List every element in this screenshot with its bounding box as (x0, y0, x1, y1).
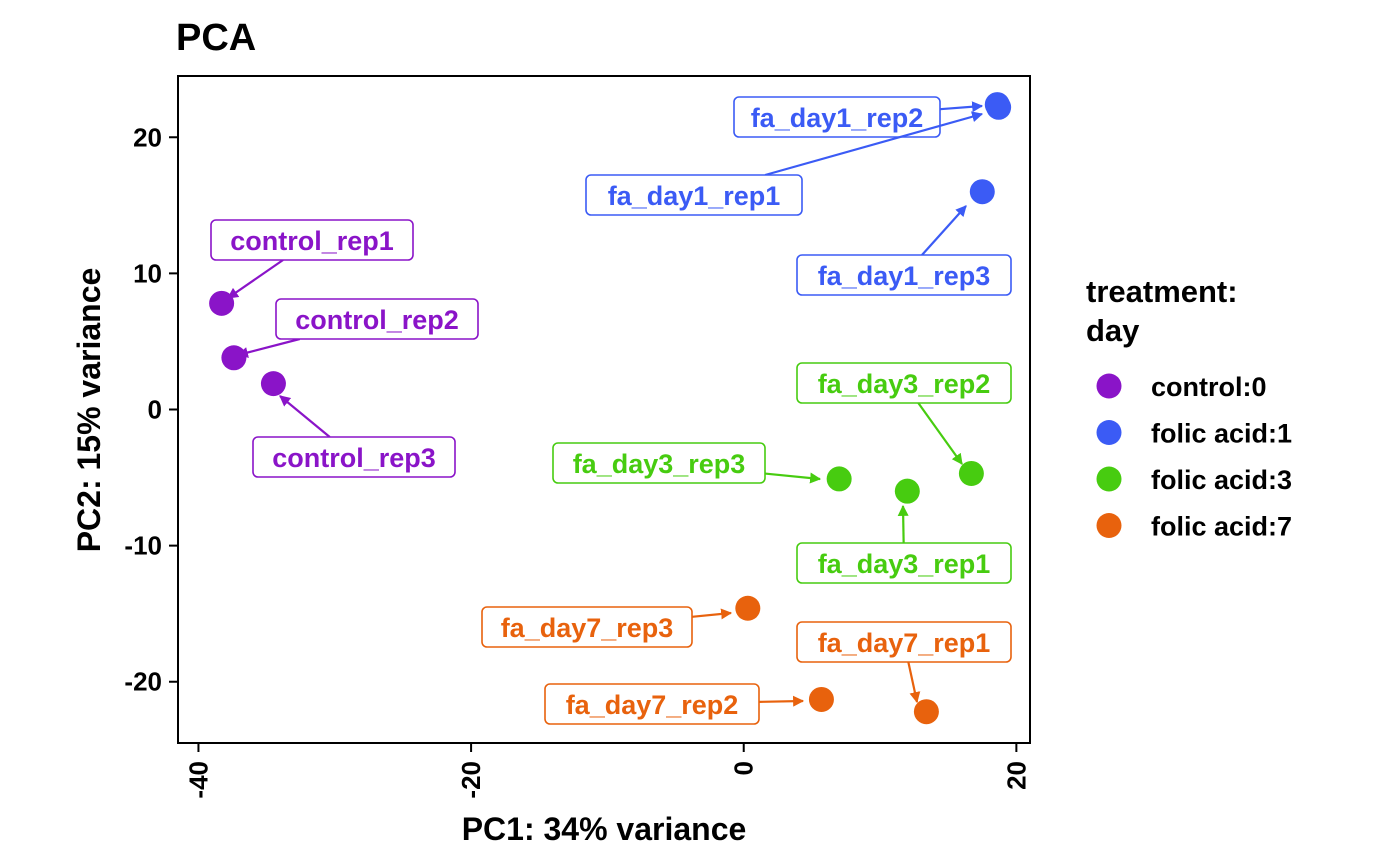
data-point (826, 466, 852, 492)
label-box (733, 96, 941, 138)
y-tick-label: -10 (124, 531, 162, 561)
label-arrow (758, 695, 805, 707)
y-tick-label: 10 (133, 258, 162, 288)
data-point (735, 595, 761, 621)
legend-label: control:0 (1151, 372, 1267, 402)
y-axis-title: PC2: 15% variance (71, 268, 107, 553)
point-label: fa_day7_rep2 (566, 690, 739, 720)
legend-title-line-1: treatment: (1086, 274, 1238, 309)
point-label: fa_day3_rep3 (573, 449, 746, 479)
data-point (986, 94, 1012, 120)
data-point (221, 345, 247, 371)
point-label: fa_day7_rep3 (501, 613, 674, 643)
legend-swatch (1096, 373, 1122, 399)
data-point (209, 290, 235, 316)
label-box (585, 174, 803, 216)
label-box (481, 606, 693, 648)
label-callouts: control_rep1 control_rep2 control_rep3 fa_d… (210, 96, 1012, 725)
y-tick-label: -20 (124, 667, 162, 697)
point-label: fa_day7_rep1 (818, 628, 991, 658)
data-point (808, 686, 834, 712)
point-label: control_rep3 (272, 443, 436, 473)
x-tick-label: -40 (183, 761, 213, 799)
data-point (969, 179, 995, 205)
label-box (796, 542, 1012, 584)
x-tick-label: -20 (456, 761, 486, 799)
label-arrow (897, 504, 909, 544)
x-axis-title: PC1: 34% variance (462, 811, 747, 847)
label-box (275, 298, 479, 340)
label-arrow (227, 259, 284, 299)
legend-swatch (1096, 466, 1122, 492)
y-tick-label: 20 (133, 122, 162, 152)
x-tick-label: 0 (729, 761, 759, 775)
y-tick-label: 0 (148, 395, 162, 425)
label-box (796, 362, 1012, 404)
label-arrow (939, 101, 984, 113)
legend-label: folic acid:1 (1151, 419, 1292, 449)
label-box (252, 436, 456, 478)
legend-items: control:0 folic acid:1 folic acid:3 folic a… (1096, 372, 1292, 542)
data-points (209, 92, 1012, 725)
point-label: fa_day3_rep2 (818, 369, 991, 399)
label-arrow (236, 337, 301, 358)
label-box (210, 219, 414, 261)
legend-label: folic acid:7 (1151, 512, 1292, 542)
data-point (913, 699, 939, 725)
label-box (544, 683, 760, 725)
legend-swatch (1096, 420, 1122, 445)
y-axis: 20 10 0 -10 -20 (124, 122, 178, 697)
point-label: fa_day1_rep3 (818, 261, 991, 291)
label-arrow (764, 472, 822, 484)
label-box (796, 621, 1012, 663)
legend-swatch (1096, 513, 1122, 538)
label-arrow (921, 205, 967, 256)
point-label: control_rep1 (230, 226, 394, 256)
data-point (958, 460, 984, 486)
label-arrow (907, 661, 921, 704)
x-tick-label: 20 (1001, 761, 1031, 790)
point-label: control_rep2 (295, 305, 459, 335)
point-label: fa_day3_rep1 (818, 549, 991, 579)
data-point (260, 371, 286, 397)
label-arrow (691, 608, 733, 620)
label-arrow (917, 402, 963, 465)
label-arrow (764, 111, 984, 177)
legend-title-line-2: day (1086, 313, 1140, 348)
point-label: fa_day1_rep2 (751, 103, 924, 133)
label-arrow (279, 395, 331, 438)
x-axis: -40 -20 0 20 (183, 743, 1031, 799)
chart-title: PCA (176, 17, 256, 59)
data-point (894, 478, 920, 504)
legend: treatment: day control:0 folic acid:1 foli… (1086, 274, 1292, 542)
label-box (552, 442, 766, 484)
legend-label: folic acid:3 (1151, 465, 1292, 495)
point-label: fa_day1_rep1 (608, 181, 781, 211)
label-box (796, 254, 1012, 296)
